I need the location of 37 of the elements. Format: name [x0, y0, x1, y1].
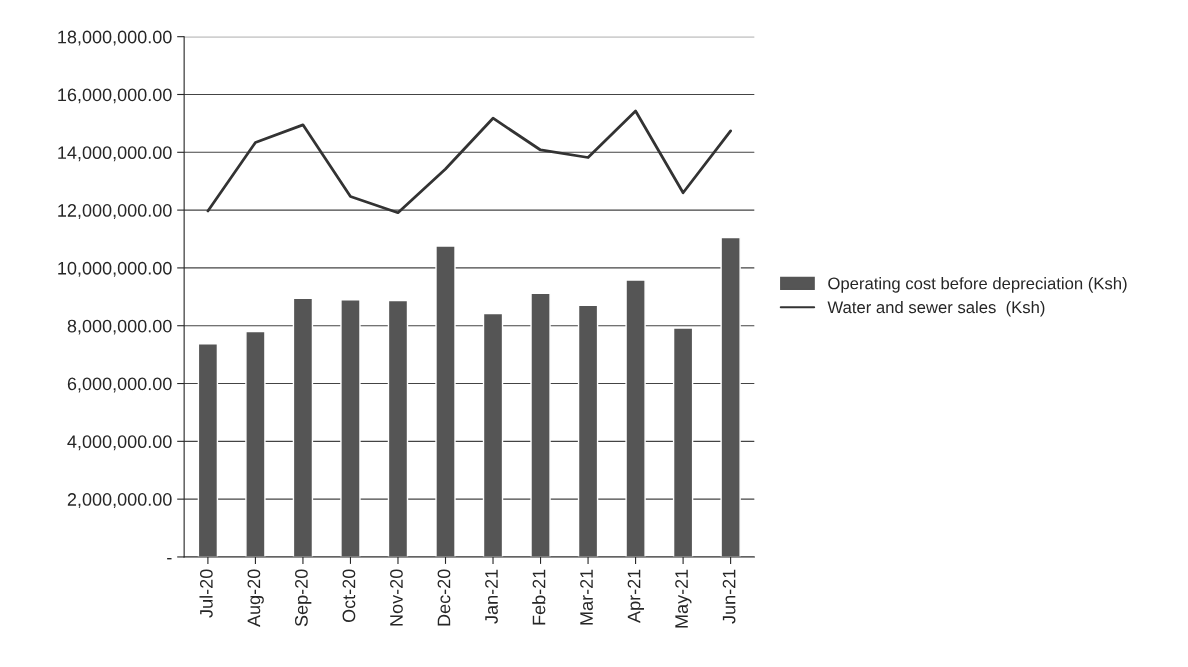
- bar: [340, 299, 361, 557]
- y-tick-label: 10,000,000.00: [58, 261, 172, 277]
- x-tick-label: Mar-21: [580, 569, 593, 625]
- x-tick-label: Apr-21: [627, 569, 644, 623]
- bar: [245, 330, 266, 557]
- x-tick-label: Oct-20: [342, 569, 356, 623]
- y-tick-label: 2,000,000.00: [67, 493, 172, 508]
- bar: [625, 279, 646, 557]
- x-tick-label: Jan-21: [485, 569, 498, 624]
- bar: [387, 299, 409, 557]
- y-tick-label: 12,000,000.00: [58, 204, 172, 219]
- bar: [720, 236, 741, 557]
- bar: [482, 312, 504, 557]
- x-tick-label: May-21: [675, 569, 692, 628]
- y-tick-label: 18,000,000.00: [58, 30, 172, 46]
- legend-label: Operating cost before depreciation (Ksh): [828, 277, 1127, 293]
- y-tick-label: -: [167, 557, 172, 560]
- x-tick-label: Aug-20: [247, 569, 264, 627]
- y-tick-label: 16,000,000.00: [58, 88, 172, 104]
- bar: [577, 304, 599, 557]
- bar: [292, 297, 314, 557]
- line-series: [206, 109, 733, 215]
- x-tick-label: Nov-20: [390, 569, 403, 626]
- y-tick-label: 8,000,000.00: [67, 319, 172, 335]
- x-tick-label: Dec-20: [437, 569, 451, 626]
- y-tick-label: 4,000,000.00: [67, 435, 172, 451]
- x-tick-label: Jun-21: [722, 569, 736, 624]
- bar: [197, 343, 219, 557]
- y-tick-label: 6,000,000.00: [67, 377, 172, 393]
- bar: [435, 245, 456, 557]
- x-tick-label: Sep-20: [295, 569, 312, 627]
- legend-label: Water and sewer sales (Ksh): [827, 300, 1045, 317]
- y-tick-label: 14,000,000.00: [58, 146, 172, 162]
- x-tick-label: Feb-21: [532, 569, 546, 625]
- bar: [672, 327, 694, 557]
- bar: [530, 292, 551, 557]
- x-tick-label: Jul-20: [199, 569, 213, 618]
